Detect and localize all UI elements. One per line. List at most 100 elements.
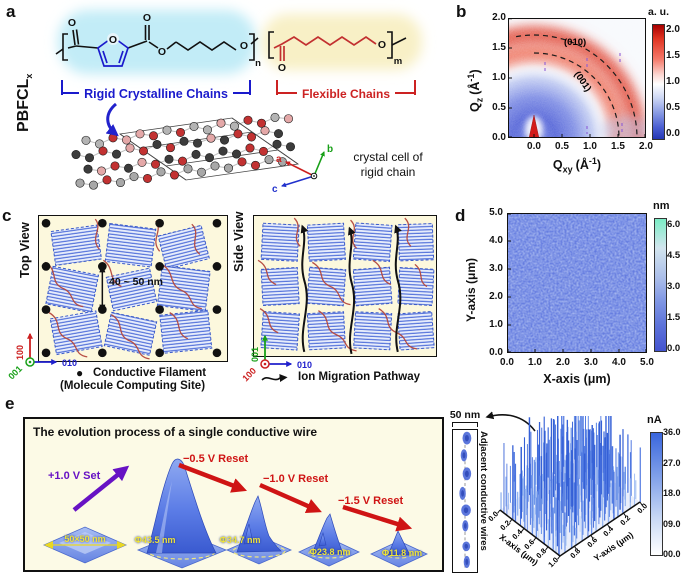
dir-001-label: 001	[250, 347, 260, 362]
crystal-atoms	[71, 112, 296, 190]
stage-set-peak	[136, 458, 228, 569]
tick-label: 3.0	[667, 281, 681, 292]
panel-d-label: d	[455, 206, 466, 225]
tick-label: 1.5	[611, 141, 625, 152]
e-colorbar	[650, 432, 663, 556]
evolution-title: The evolution process of a single conduc…	[33, 425, 318, 439]
afm-height-map	[507, 213, 647, 353]
rigid-chain-bracket: Rigid Crystalline Chains	[61, 79, 251, 100]
tick-label: 1.5	[492, 42, 506, 53]
diameter-label-1: Φ43.5 nm	[134, 535, 176, 545]
bracket-line	[395, 91, 414, 94]
repeat-m: m	[394, 56, 402, 67]
flexible-bonds	[273, 35, 377, 61]
flexible-chain-bracket: Flexible Chains	[276, 79, 416, 100]
tick-label: 2.0	[556, 357, 570, 368]
tick-label: 1.5	[666, 50, 680, 61]
d-x-ticks: 0.0 1.0 2.0 3.0 4.0 5.0	[494, 357, 660, 368]
crystal-pointer-arrow	[105, 102, 119, 137]
flexible-brackets	[268, 31, 407, 59]
reset-arrow-1	[178, 462, 248, 493]
bracket-tick	[248, 80, 251, 95]
atom-labels: O O O O O O O n m	[68, 12, 402, 74]
bracket-line	[63, 91, 80, 94]
diameter-label-3: Φ23.8 nm	[309, 547, 351, 557]
b-colorbar	[652, 24, 665, 140]
tick-label: 5.0	[640, 357, 654, 368]
conductive-filament-dots	[41, 218, 222, 358]
side-view-box	[253, 215, 437, 357]
3d-y-axis-title: Y-axis (μm)	[592, 530, 635, 564]
dir-010-label: 010	[62, 358, 77, 368]
stage-reset-10	[298, 513, 360, 567]
tick-label: 2.0	[639, 141, 653, 152]
axis-c-label: c	[272, 184, 278, 195]
evolution-stages	[43, 458, 428, 569]
reset-arrow-3	[342, 504, 413, 532]
top-view-diagram	[41, 218, 222, 360]
set-voltage-label: +1.0 V Set	[48, 470, 101, 482]
bracket-tick	[413, 80, 416, 95]
crystal-bonds	[75, 116, 291, 186]
svg-text:O: O	[109, 34, 117, 46]
strip-scale-bracket	[452, 422, 478, 427]
evolution-box: The evolution process of a single conduc…	[23, 417, 444, 572]
strip-pointer-arrow	[485, 411, 536, 432]
rigid-chain-label: Rigid Crystalline Chains	[84, 87, 228, 101]
ring-010-label: (010)	[564, 37, 586, 48]
crystalline-domains	[260, 222, 435, 351]
crystal-caption-line2: rigid chain	[360, 165, 416, 179]
adjacent-wires-strip	[452, 429, 478, 573]
legend-pathway: Ion Migration Pathway	[298, 371, 421, 383]
tick-label: 0.0	[492, 132, 506, 143]
tick-label: 0.0	[667, 343, 681, 354]
current-spikes	[500, 416, 641, 556]
tick-label: 3.0	[584, 357, 598, 368]
crystalline-domains	[45, 222, 213, 356]
dir-010-label: 010	[297, 360, 312, 370]
top-view-axis-triad: 100 010 001	[6, 332, 77, 382]
b-colorbar-title: a. u.	[648, 6, 670, 18]
tick-label: 27.0	[663, 457, 681, 468]
side-view-label: Side View	[231, 211, 246, 272]
crystal-cell-model: b a c	[71, 102, 333, 195]
top-view-label: Top View	[17, 222, 32, 278]
reset1-label: −0.5 V Reset	[183, 453, 249, 465]
dir-100-label: 100	[240, 366, 258, 384]
dir-001-label: 001	[6, 364, 24, 382]
tick-label: 0.5	[666, 102, 680, 113]
spacing-label: 40 ~ 50 nm	[109, 276, 163, 288]
tick-label: 0.0	[666, 128, 680, 139]
tick-label: 09.0	[663, 518, 681, 529]
d-colorbar	[654, 218, 667, 352]
e-colorbar-ticks: 36.0 27.0 18.0 09.0 00.0	[663, 426, 684, 560]
svg-text:O: O	[143, 12, 151, 24]
tick-label: 18.0	[663, 488, 681, 498]
side-view-axis-triad: 001 010 100	[240, 334, 312, 384]
d-colorbar-ticks: 6.0 4.5 3.0 1.5 0.0	[667, 219, 684, 355]
panel-c-label: c	[2, 206, 12, 225]
svg-text:O: O	[158, 46, 166, 58]
b-x-axis-title: Qxy (Å-1)	[552, 156, 602, 175]
pathway-arrow-icon	[261, 374, 288, 383]
diameter-label-2: Φ34.7 nm	[219, 535, 261, 545]
strip-scale-label: 50 nm	[449, 409, 481, 421]
panel-e-label: e	[5, 394, 15, 413]
diameter-label-4: Φ11.8 nm	[381, 548, 423, 558]
ring-arcs	[515, 34, 638, 138]
tick-label: 1.0	[583, 141, 597, 152]
bracket-tick	[61, 80, 64, 95]
b-colorbar-ticks: 2.0 1.5 1.0 0.5 0.0	[666, 24, 684, 140]
tick-label: 0.5	[492, 102, 506, 113]
tick-label: 36.0	[663, 427, 681, 437]
legend-filament-line2: (Molecule Computing Site)	[60, 380, 206, 392]
polymer-name-sub: x	[24, 73, 35, 79]
chemical-structure: O O O O O O O n m	[55, 10, 422, 74]
area-label: 50×50 nm	[64, 534, 106, 544]
tick-label: 4.0	[489, 235, 503, 246]
side-view-diagram	[257, 217, 435, 355]
b-y-ticks: 2.0 1.5 1.0 0.5 0.0	[482, 12, 506, 144]
panel-a-label: a	[6, 2, 16, 21]
e-colorbar-title: nA	[647, 414, 662, 426]
